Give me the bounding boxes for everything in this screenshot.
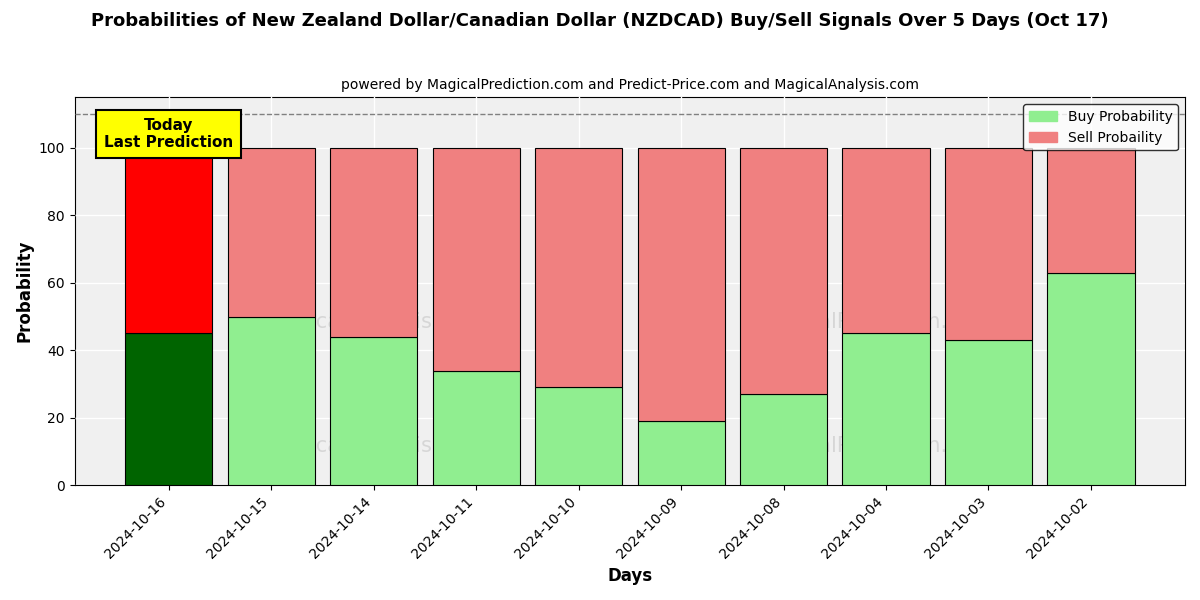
Bar: [842, 148, 930, 334]
Bar: [740, 148, 827, 394]
Bar: [637, 148, 725, 421]
Text: Today
Last Prediction: Today Last Prediction: [104, 118, 233, 150]
Bar: [330, 148, 418, 337]
Bar: [432, 371, 520, 485]
Bar: [432, 148, 520, 371]
Bar: [842, 334, 930, 485]
Bar: [125, 148, 212, 334]
Bar: [535, 388, 622, 485]
Text: Probabilities of New Zealand Dollar/Canadian Dollar (NZDCAD) Buy/Sell Signals Ov: Probabilities of New Zealand Dollar/Cana…: [91, 12, 1109, 30]
X-axis label: Days: Days: [607, 567, 653, 585]
Bar: [1048, 148, 1134, 273]
Bar: [740, 394, 827, 485]
Text: MagicalAnalysis.com: MagicalAnalysis.com: [266, 436, 482, 457]
Text: MagicalPrediction.com: MagicalPrediction.com: [757, 436, 991, 457]
Text: MagicalAnalysis.com: MagicalAnalysis.com: [266, 312, 482, 332]
Title: powered by MagicalPrediction.com and Predict-Price.com and MagicalAnalysis.com: powered by MagicalPrediction.com and Pre…: [341, 78, 919, 92]
Bar: [228, 148, 314, 317]
Bar: [330, 337, 418, 485]
Bar: [944, 340, 1032, 485]
Y-axis label: Probability: Probability: [16, 240, 34, 343]
Bar: [944, 148, 1032, 340]
Text: MagicalPrediction.com: MagicalPrediction.com: [757, 312, 991, 332]
Bar: [535, 148, 622, 388]
Bar: [125, 334, 212, 485]
Bar: [1048, 273, 1134, 485]
Legend: Buy Probability, Sell Probaility: Buy Probability, Sell Probaility: [1024, 104, 1178, 151]
Bar: [637, 421, 725, 485]
Bar: [228, 317, 314, 485]
